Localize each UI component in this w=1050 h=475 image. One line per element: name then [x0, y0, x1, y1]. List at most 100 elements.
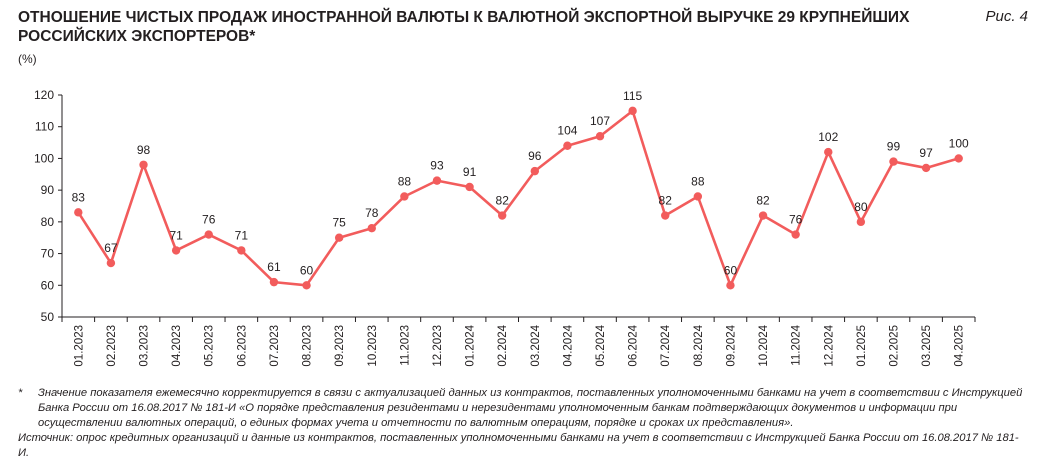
- data-label: 71: [169, 228, 183, 242]
- data-label: 96: [528, 149, 542, 163]
- notes: * Значение показателя ежемесячно коррект…: [18, 386, 1028, 461]
- x-tick-label: 06.2023: [236, 325, 248, 367]
- data-point: [693, 192, 703, 201]
- chart-title: ОТНОШЕНИЕ ЧИСТЫХ ПРОДАЖ ИНОСТРАННОЙ ВАЛЮ…: [18, 9, 910, 45]
- data-point: [106, 258, 116, 268]
- x-tick-label: 03.2025: [921, 325, 933, 367]
- data-point: [400, 192, 409, 201]
- data-point: [563, 141, 572, 150]
- data-point: [791, 230, 800, 239]
- x-tick-label: 12.2024: [823, 324, 835, 366]
- data-label: 99: [887, 140, 901, 154]
- data-point: [726, 281, 735, 290]
- data-point: [661, 211, 670, 220]
- data-point: [824, 147, 833, 157]
- footnote: * Значение показателя ежемесячно коррект…: [18, 386, 1028, 431]
- y-tick-label: 120: [34, 88, 54, 102]
- y-tick-label: 110: [35, 120, 54, 134]
- data-label: 93: [430, 159, 444, 173]
- data-point: [204, 230, 213, 239]
- data-point: [432, 176, 442, 185]
- x-tick-label: 11.2024: [791, 324, 803, 365]
- data-label: 107: [590, 114, 610, 128]
- data-labels: 83 67 98 71 76 71 61 60 75 78 88 93 91 82 96 104 107 115 8…: [72, 89, 969, 277]
- data-label: 98: [137, 143, 151, 157]
- data-label: 104: [557, 124, 577, 138]
- data-label: 88: [691, 174, 705, 188]
- x-tick-label: 02.2024: [497, 324, 509, 366]
- line-chart: 50 60 70 80 90 100 110 120 01.2023 02.2023 03.202…: [34, 88, 976, 367]
- data-point: [856, 217, 866, 227]
- data-point: [595, 132, 605, 141]
- data-point: [889, 157, 898, 166]
- source-note: Источник: опрос кредитных организаций и …: [18, 432, 1019, 459]
- series-line: [77, 109, 960, 287]
- y-tick-label: 50: [41, 310, 55, 324]
- y-axis: 50 60 70 80 90 100 110 120: [34, 88, 63, 324]
- data-label: 102: [818, 130, 838, 144]
- data-label: 100: [949, 136, 969, 150]
- x-tick-label: 07.2023: [269, 325, 281, 367]
- data-point: [269, 277, 279, 287]
- data-label: 82: [659, 194, 673, 208]
- x-tick-label: 06.2024: [628, 324, 640, 366]
- x-tick-label: 08.2023: [302, 325, 314, 367]
- y-tick-label: 60: [41, 278, 55, 292]
- x-tick-label: 02.2023: [106, 325, 118, 367]
- data-label: 80: [854, 200, 868, 214]
- data-label: 76: [789, 213, 803, 227]
- data-label: 91: [463, 165, 477, 179]
- data-point: [465, 182, 474, 192]
- footnote-marker: *: [18, 387, 23, 399]
- x-tick-label: 02.2025: [888, 325, 900, 367]
- data-label: 75: [332, 216, 346, 230]
- x-tick-label: 05.2024: [595, 324, 607, 366]
- y-tick-label: 70: [41, 247, 55, 261]
- data-point: [334, 233, 344, 242]
- y-tick-label: 90: [41, 183, 55, 197]
- x-tick-label: 09.2024: [725, 324, 737, 366]
- data-label: 82: [496, 194, 510, 208]
- data-point: [954, 154, 963, 163]
- y-tick-label: 100: [34, 151, 54, 165]
- x-axis: 01.2023 02.2023 03.2023 04.2023 05.2023 06.20…: [61, 316, 976, 367]
- data-label: 82: [756, 194, 770, 208]
- x-tick-label: 10.2024: [758, 324, 770, 366]
- x-tick-label: 05.2023: [204, 325, 216, 367]
- y-tick-label: 80: [41, 215, 55, 229]
- data-point: [497, 211, 507, 220]
- x-tick-label: 04.2025: [954, 325, 966, 367]
- data-points: [74, 106, 963, 290]
- data-label: 97: [919, 146, 933, 160]
- data-point: [758, 211, 768, 220]
- data-point: [530, 166, 540, 176]
- x-tick-label: 01.2025: [856, 325, 868, 367]
- data-point: [302, 281, 311, 290]
- data-label: 60: [300, 263, 314, 277]
- x-tick-label: 11.2023: [399, 325, 411, 366]
- x-tick-label: 03.2023: [139, 325, 151, 367]
- data-point: [367, 224, 376, 233]
- x-tick-label: 01.2024: [465, 324, 477, 366]
- x-tick-label: 08.2024: [693, 324, 705, 366]
- x-tick-label: 04.2023: [171, 325, 183, 367]
- x-tick-label: 03.2024: [530, 324, 542, 366]
- x-tick-label: 04.2024: [562, 324, 574, 366]
- y-axis-unit: (%): [18, 52, 37, 66]
- data-point: [628, 106, 637, 116]
- data-label: 83: [72, 190, 86, 204]
- data-point: [171, 246, 181, 255]
- data-label: 61: [267, 260, 281, 274]
- x-tick-label: 10.2023: [367, 325, 379, 367]
- data-label: 115: [623, 89, 642, 103]
- data-point: [139, 160, 148, 169]
- data-label: 67: [104, 241, 118, 255]
- data-label: 78: [365, 206, 379, 220]
- data-point: [921, 163, 931, 173]
- x-tick-label: 09.2023: [334, 325, 346, 367]
- data-point: [74, 208, 83, 217]
- data-label: 88: [398, 174, 412, 188]
- footnote-text: Значение показателя ежемесячно корректир…: [38, 387, 1023, 429]
- x-tick-label: 12.2023: [432, 325, 444, 367]
- series-polyline: [77, 109, 960, 287]
